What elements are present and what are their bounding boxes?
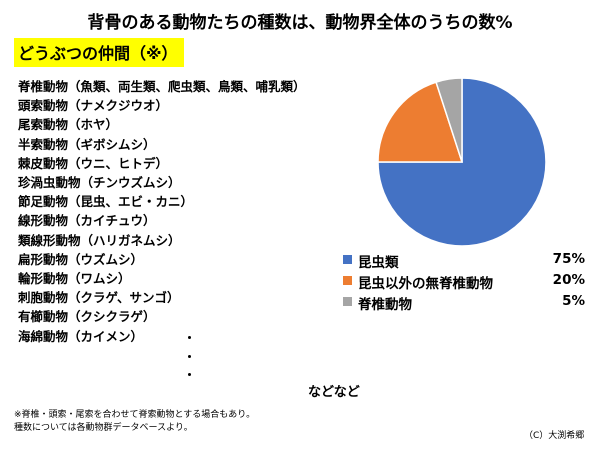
footnote: 種数については各動物群データベースより。 [14, 423, 193, 433]
chart-title: 背骨のある動物たちの種数は、動物界全体のうちの数% [87, 13, 513, 33]
list-item: 類線形動物（ハリガネムシ） [18, 232, 181, 248]
list-item: 海綿動物（カイメン） [18, 328, 144, 344]
animal-groups-heading: どうぶつの仲間（※） [14, 38, 184, 67]
legend-swatch [343, 297, 352, 306]
chart-legend: 昆虫類 75% 昆虫以外の無脊椎動物 20% 脊椎動物 5% [343, 251, 593, 314]
legend-value: 75% [552, 251, 585, 267]
pie-slice [435, 77, 463, 163]
list-item: 線形動物（カイチュウ） [18, 213, 156, 229]
list-item: 輪形動物（ワムシ） [18, 271, 131, 287]
legend-value: 5% [562, 293, 585, 309]
ellipsis-dot [188, 373, 191, 376]
etcetera-text: などなど [308, 385, 360, 400]
legend-swatch [343, 255, 352, 264]
list-item: 尾索動物（ホヤ） [18, 117, 119, 133]
legend-label: 昆虫類 [358, 255, 399, 271]
list-item: 半索動物（ギボシムシ） [18, 136, 156, 152]
pie-slice [377, 81, 464, 163]
ellipsis-dot [188, 336, 191, 339]
footnote: ※脊椎・頭索・尾索を合わせて脊索動物とする場合もあり。 [14, 410, 256, 420]
list-item: 刺胞動物（クラゲ、サンゴ） [18, 290, 180, 306]
footnotes: ※脊椎・頭索・尾索を合わせて脊索動物とする場合もあり。 種数については各動物群デ… [14, 409, 255, 435]
pie-slice [377, 77, 547, 247]
ellipsis-dot [188, 355, 191, 358]
list-item: 頭索動物（ナメクジウオ） [18, 98, 169, 114]
legend-item: 脊椎動物 5% [343, 293, 593, 314]
list-item: 有櫛動物（クシクラゲ） [18, 309, 156, 325]
legend-value: 20% [552, 272, 585, 288]
legend-item: 昆虫以外の無脊椎動物 20% [343, 272, 593, 293]
list-item: 脊椎動物（魚類、両生類、爬虫類、鳥類、哺乳類） [18, 79, 306, 94]
pie-slices [377, 77, 547, 247]
copyright-credit: （C）大渕希郷 [524, 431, 585, 441]
animal-group-list: 脊椎動物（魚類、両生類、爬虫類、鳥類、哺乳類） 頭索動物（ナメクジウオ） 尾索動… [18, 77, 306, 346]
legend-item: 昆虫類 75% [343, 251, 593, 272]
list-item: 棘皮動物（ウニ、ヒトデ） [18, 155, 169, 171]
legend-swatch [343, 276, 352, 285]
list-item: 珍渦虫動物（チンウズムシ） [18, 175, 181, 191]
legend-label: 脊椎動物 [358, 297, 412, 313]
legend-label: 昆虫以外の無脊椎動物 [358, 276, 493, 292]
pie-chart [377, 77, 547, 247]
list-item: 扁形動物（ウズムシ） [18, 251, 144, 267]
list-item: 節足動物（昆虫、エビ・カニ） [18, 194, 194, 210]
